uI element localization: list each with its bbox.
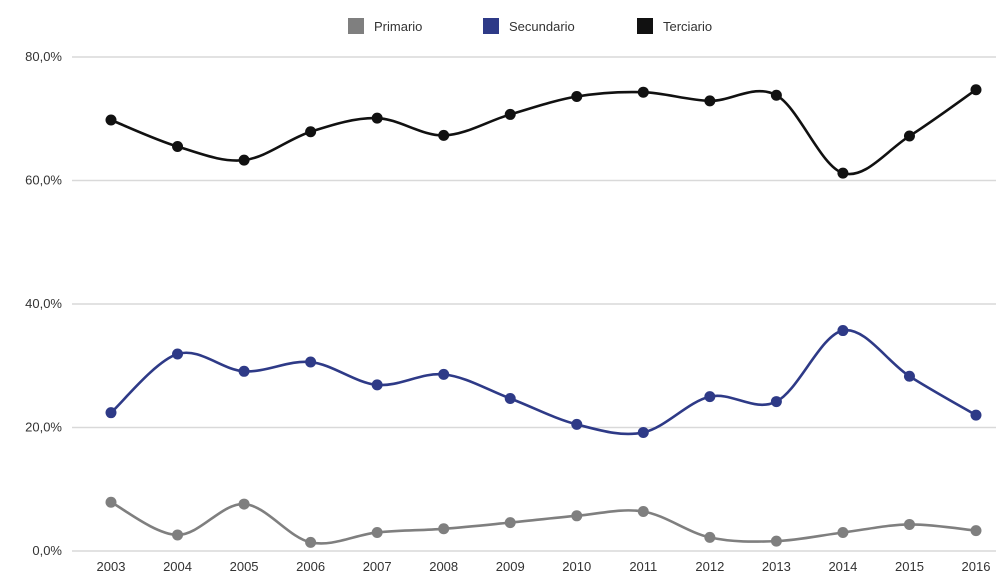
legend-label: Primario xyxy=(374,19,422,34)
data-point-secundario-2007[interactable] xyxy=(371,379,383,391)
data-point-terciario-2012[interactable] xyxy=(704,95,716,107)
data-point-primario-2006[interactable] xyxy=(305,536,317,548)
legend-label: Terciario xyxy=(663,19,712,34)
series-line-secundario xyxy=(109,329,978,436)
data-point-secundario-2005[interactable] xyxy=(238,365,250,377)
data-point-terciario-2007[interactable] xyxy=(371,112,383,124)
data-point-secundario-2015[interactable] xyxy=(903,370,915,382)
gridlines xyxy=(72,56,996,552)
series-secundario xyxy=(105,325,982,438)
x-axis-ticks: 2003 2004 2005 2006 2007 2008 2009 2010 2011 2012… xyxy=(97,559,991,574)
legend-swatch xyxy=(483,18,499,34)
series-lines xyxy=(105,84,982,548)
legend-label: Secundario xyxy=(509,19,575,34)
legend-swatch xyxy=(637,18,653,34)
y-tick-label: 20,0% xyxy=(25,420,62,435)
data-point-terciario-2013[interactable] xyxy=(770,89,782,101)
x-tick-label: 2016 xyxy=(962,559,991,574)
data-point-terciario-2009[interactable] xyxy=(504,108,516,120)
x-tick-label: 2006 xyxy=(296,559,325,574)
data-point-primario-2015[interactable] xyxy=(903,518,915,530)
data-point-secundario-2009[interactable] xyxy=(504,392,516,404)
y-tick-label: 60,0% xyxy=(25,173,62,188)
data-point-secundario-2004[interactable] xyxy=(172,348,184,360)
data-point-secundario-2014[interactable] xyxy=(837,325,849,337)
data-point-primario-2004[interactable] xyxy=(172,529,184,541)
data-point-terciario-2015[interactable] xyxy=(903,130,915,142)
legend-swatch xyxy=(348,18,364,34)
data-point-primario-2014[interactable] xyxy=(837,526,849,538)
legend-item-secundario[interactable]: Secundario xyxy=(483,18,575,34)
x-tick-label: 2010 xyxy=(562,559,591,574)
series-primario xyxy=(105,496,982,548)
data-point-primario-2005[interactable] xyxy=(238,498,250,510)
data-point-primario-2011[interactable] xyxy=(637,505,649,517)
x-tick-label: 2008 xyxy=(429,559,458,574)
data-point-primario-2012[interactable] xyxy=(704,531,716,543)
data-point-terciario-2005[interactable] xyxy=(238,154,250,166)
x-tick-label: 2005 xyxy=(230,559,259,574)
data-point-terciario-2016[interactable] xyxy=(970,84,982,96)
data-point-primario-2008[interactable] xyxy=(438,523,450,535)
data-point-terciario-2011[interactable] xyxy=(637,86,649,98)
data-point-primario-2013[interactable] xyxy=(770,535,782,547)
x-tick-label: 2007 xyxy=(363,559,392,574)
data-point-primario-2010[interactable] xyxy=(571,510,583,522)
x-tick-label: 2004 xyxy=(163,559,192,574)
x-tick-label: 2014 xyxy=(828,559,857,574)
data-point-primario-2007[interactable] xyxy=(371,526,383,538)
legend-item-terciario[interactable]: Terciario xyxy=(637,18,712,34)
data-point-primario-2009[interactable] xyxy=(504,517,516,529)
x-tick-label: 2003 xyxy=(97,559,126,574)
y-tick-label: 40,0% xyxy=(25,296,62,311)
x-tick-label: 2013 xyxy=(762,559,791,574)
series-terciario xyxy=(105,84,982,179)
data-point-primario-2003[interactable] xyxy=(105,496,117,508)
data-point-secundario-2008[interactable] xyxy=(438,368,450,380)
data-point-terciario-2010[interactable] xyxy=(571,91,583,103)
data-point-terciario-2014[interactable] xyxy=(837,167,849,179)
data-point-terciario-2004[interactable] xyxy=(172,141,184,153)
data-point-primario-2016[interactable] xyxy=(970,525,982,537)
data-point-terciario-2006[interactable] xyxy=(305,126,317,138)
data-point-secundario-2016[interactable] xyxy=(970,409,982,421)
data-point-secundario-2011[interactable] xyxy=(637,426,649,438)
y-tick-label: 80,0% xyxy=(25,49,62,64)
data-point-secundario-2013[interactable] xyxy=(770,396,782,408)
x-tick-label: 2015 xyxy=(895,559,924,574)
legend: Primario Secundario Terciario xyxy=(348,18,712,34)
y-axis-ticks: 0,0% 20,0% 40,0% 60,0% 80,0% xyxy=(25,49,62,558)
data-point-secundario-2012[interactable] xyxy=(704,391,716,403)
data-point-secundario-2010[interactable] xyxy=(571,418,583,430)
data-point-secundario-2003[interactable] xyxy=(105,407,117,419)
data-point-terciario-2008[interactable] xyxy=(438,129,450,141)
legend-item-primario[interactable]: Primario xyxy=(348,18,422,34)
x-tick-label: 2012 xyxy=(695,559,724,574)
data-point-terciario-2003[interactable] xyxy=(105,114,117,126)
data-point-secundario-2006[interactable] xyxy=(305,356,317,368)
x-tick-label: 2011 xyxy=(629,559,657,574)
y-tick-label: 0,0% xyxy=(32,543,62,558)
x-tick-label: 2009 xyxy=(496,559,525,574)
